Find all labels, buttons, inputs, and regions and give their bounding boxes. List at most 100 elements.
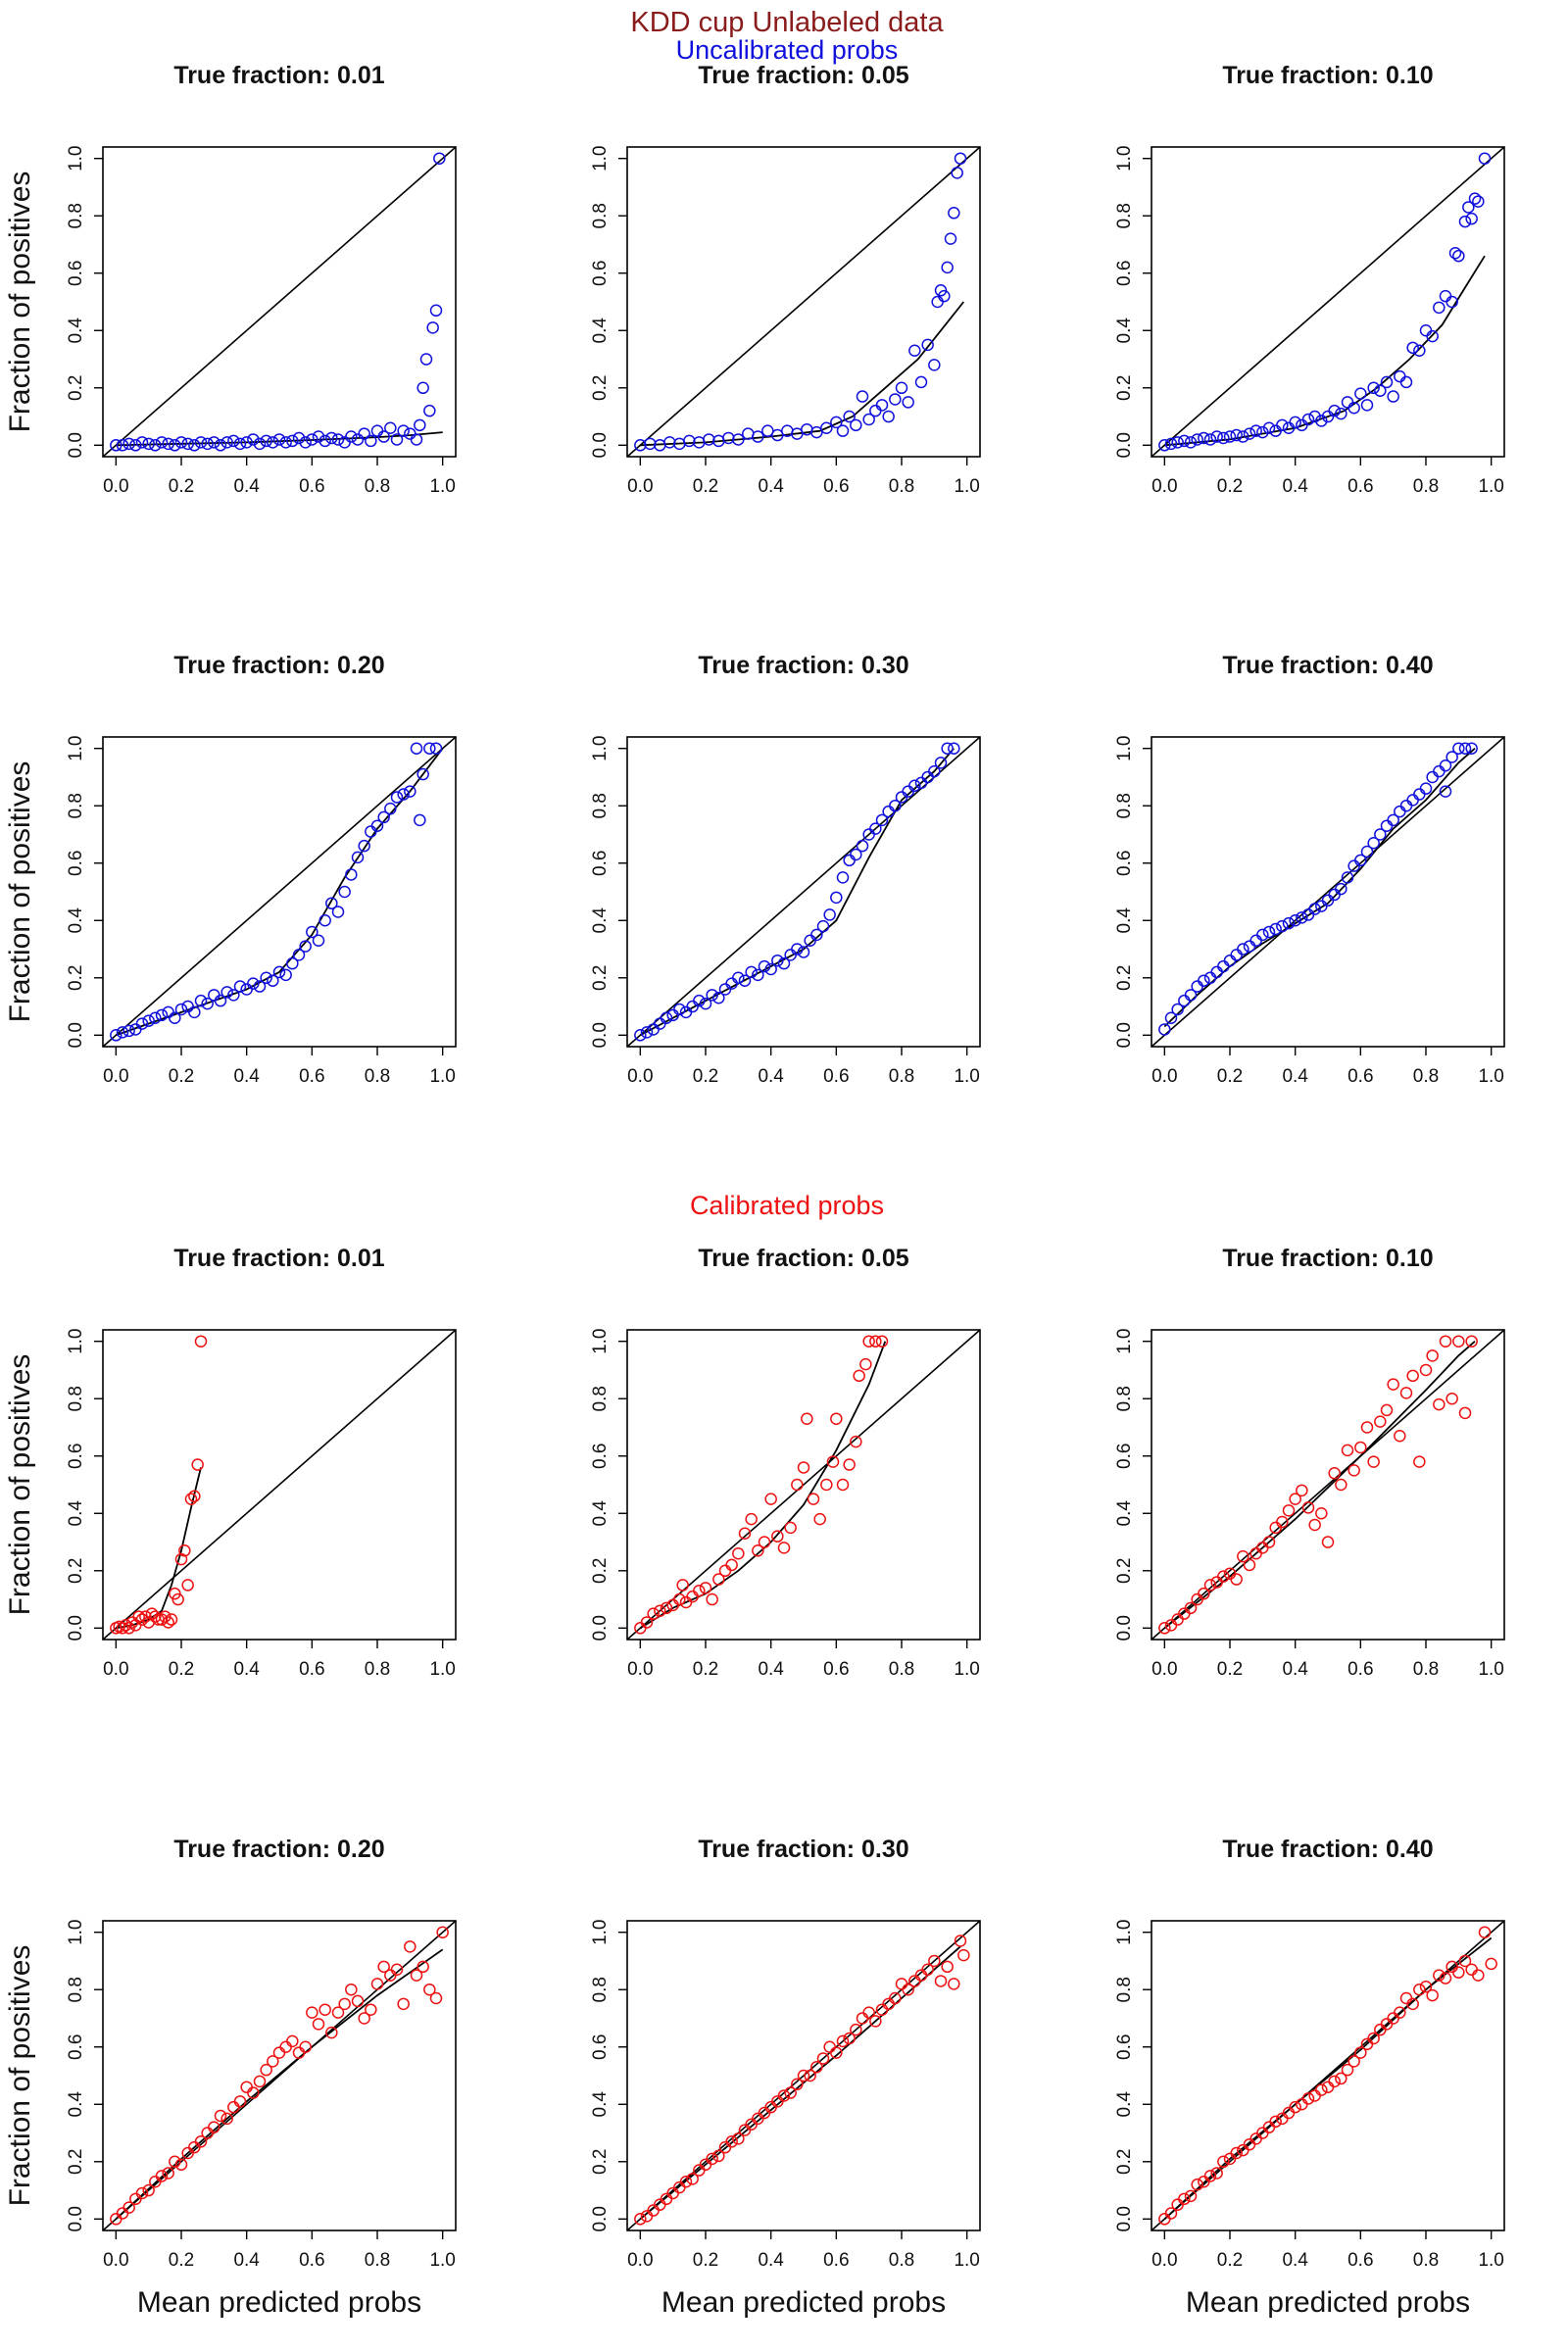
data-point	[725, 2135, 738, 2148]
data-point	[325, 2026, 338, 2039]
data-point	[1296, 1484, 1308, 1497]
data-point	[1354, 2046, 1367, 2059]
chart-panel-uncalibrated-5: True fraction: 0.30 0.0 0.2 0.4 0.6 0.8 1.0 0.0…	[590, 652, 981, 1087]
data-point	[414, 418, 426, 432]
data-point	[116, 1622, 129, 1635]
data-point	[1341, 2063, 1354, 2077]
x-tick-label: 0.6	[1348, 1066, 1373, 1087]
data-point	[351, 1994, 365, 2008]
data-point	[1433, 764, 1446, 778]
y-tick-label: 1.0	[1114, 735, 1135, 760]
data-point	[172, 1592, 184, 1606]
data-point	[331, 2006, 345, 2019]
data-point	[377, 430, 390, 443]
data-point	[1380, 375, 1394, 389]
plot-frame	[1151, 1329, 1505, 1641]
x-tick-label: 0.6	[299, 1066, 324, 1087]
data-point	[640, 1616, 654, 1629]
data-point	[1328, 1467, 1341, 1480]
x-tick-label: 0.4	[1282, 476, 1308, 497]
data-point	[429, 742, 443, 755]
data-point	[761, 424, 774, 437]
x-tick-label: 0.6	[1348, 1659, 1373, 1680]
data-point	[142, 437, 155, 451]
data-point	[957, 1948, 970, 1962]
data-point	[1171, 436, 1184, 449]
data-point	[1472, 195, 1485, 208]
data-point	[1406, 794, 1419, 807]
panel-title: True fraction: 0.10	[1222, 62, 1433, 89]
data-point	[1472, 1969, 1485, 1982]
data-point	[830, 2046, 843, 2059]
data-point	[220, 2112, 233, 2126]
data-point	[758, 959, 771, 973]
data-point	[1158, 439, 1171, 452]
panel-title: True fraction: 0.20	[173, 1836, 384, 1863]
data-point	[1191, 980, 1203, 993]
data-point	[771, 1530, 784, 1543]
x-tick-label: 0.8	[889, 2250, 914, 2271]
data-point	[1230, 428, 1243, 442]
y-tick-label: 1.0	[66, 1328, 86, 1353]
x-tick-label: 0.0	[627, 1659, 653, 1680]
panel-title: True fraction: 0.40	[1222, 1836, 1433, 1863]
data-point	[1308, 2089, 1321, 2102]
x-tick-label: 0.8	[1413, 1659, 1439, 1680]
data-point	[1276, 1515, 1289, 1529]
y-tick-label: 0.2	[590, 965, 611, 991]
fit-curve	[115, 1948, 444, 2220]
data-point	[1485, 1957, 1497, 1971]
data-point	[889, 799, 902, 812]
data-point	[318, 434, 331, 448]
data-point	[1308, 410, 1321, 423]
data-point	[397, 788, 410, 801]
data-point	[1354, 854, 1367, 867]
data-point	[142, 1014, 155, 1027]
data-point	[712, 1573, 725, 1586]
x-tick-label: 0.0	[1152, 1659, 1177, 1680]
data-point	[174, 2158, 188, 2171]
data-point	[1354, 387, 1367, 400]
data-point	[830, 416, 843, 429]
y-tick-label: 0.0	[66, 1022, 86, 1048]
x-tick-label: 1.0	[954, 476, 979, 497]
data-point	[1354, 1441, 1367, 1454]
data-point	[703, 433, 715, 446]
data-point	[419, 353, 433, 366]
data-point	[712, 992, 725, 1004]
data-point	[663, 436, 676, 449]
data-point	[292, 2046, 306, 2059]
data-point	[358, 427, 370, 440]
data-point	[836, 2034, 850, 2048]
data-point	[345, 430, 358, 443]
y-tick-label: 1.0	[590, 1328, 611, 1353]
data-point	[1419, 324, 1433, 337]
data-point	[169, 439, 181, 452]
data-point	[1446, 295, 1458, 309]
data-point	[220, 986, 233, 999]
data-point	[1262, 1536, 1276, 1548]
data-point	[928, 1954, 941, 1968]
data-point	[1237, 430, 1250, 443]
data-point	[941, 742, 954, 755]
chart-panel-calibrated-7: True fraction: 0.01 0.0 0.2 0.4 0.6 0.8 1.0 0.0…	[4, 1245, 457, 1680]
data-point	[1335, 882, 1348, 896]
y-axis-label: Fraction of positives	[4, 1945, 36, 2207]
data-point	[931, 295, 944, 309]
data-point	[1465, 1963, 1478, 1976]
data-point	[279, 968, 292, 982]
data-point	[862, 2006, 875, 2019]
data-point	[908, 779, 921, 792]
y-tick-label: 0.4	[66, 318, 86, 344]
data-point	[810, 928, 823, 942]
data-point	[135, 1613, 149, 1626]
x-tick-label: 0.6	[1348, 2250, 1373, 2271]
data-point	[390, 433, 404, 446]
data-point	[1164, 437, 1178, 451]
data-point	[820, 421, 833, 434]
diagonal-reference-line	[103, 737, 456, 1047]
data-point	[654, 1604, 666, 1617]
x-tick-label: 0.6	[823, 2250, 849, 2271]
y-tick-label: 0.6	[66, 1444, 86, 1469]
panel-title: True fraction: 0.10	[1222, 1245, 1433, 1272]
